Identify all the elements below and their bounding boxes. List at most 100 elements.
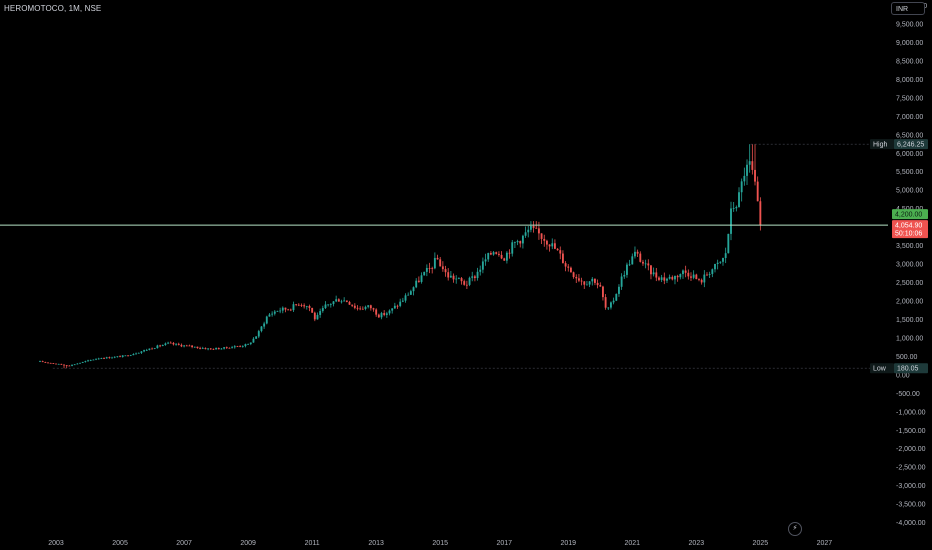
- candle: [748, 144, 751, 173]
- candle: [116, 356, 119, 358]
- candle: [337, 298, 340, 302]
- candle: [754, 144, 756, 186]
- y-tick-label: 1,500.00: [896, 317, 923, 324]
- candle: [65, 364, 68, 369]
- symbol-title[interactable]: HEROMOTOCO, 1M, NSE: [4, 4, 102, 13]
- svg-text:180.05: 180.05: [897, 366, 919, 373]
- candle: [511, 239, 514, 257]
- candle: [108, 356, 111, 359]
- candle: [561, 250, 564, 264]
- candle: [743, 167, 746, 186]
- candle: [63, 364, 65, 369]
- candle: [700, 278, 703, 285]
- candle: [319, 308, 322, 318]
- candle: [276, 310, 279, 312]
- candle: [594, 278, 596, 286]
- candle: [692, 270, 695, 280]
- candle: [751, 144, 754, 175]
- candle: [476, 267, 479, 281]
- x-tick-label: 2027: [817, 540, 833, 547]
- candle: [361, 306, 364, 310]
- candle: [241, 345, 244, 348]
- candle: [249, 342, 252, 346]
- candle: [268, 312, 271, 317]
- y-tick-label: 500.00: [896, 354, 918, 361]
- candle: [652, 267, 655, 277]
- candle: [532, 221, 535, 233]
- candle: [513, 241, 516, 248]
- candle: [161, 344, 164, 347]
- candle: [423, 271, 426, 276]
- candle: [316, 312, 319, 320]
- candle: [412, 286, 415, 296]
- candle: [492, 250, 495, 256]
- candle: [716, 259, 719, 270]
- candle: [695, 273, 698, 280]
- candle: [500, 251, 503, 260]
- y-tick-label: 1,000.00: [896, 335, 923, 342]
- candle: [353, 303, 356, 310]
- candle: [231, 345, 234, 349]
- candle: [679, 273, 682, 280]
- candle: [612, 297, 615, 305]
- candle: [207, 348, 210, 351]
- candle: [372, 307, 375, 312]
- candle: [127, 355, 129, 357]
- candle: [503, 257, 506, 261]
- candle: [620, 273, 623, 290]
- candle: [196, 346, 199, 349]
- candle: [431, 266, 434, 274]
- candle: [97, 357, 100, 360]
- candle: [497, 251, 500, 257]
- candle: [746, 159, 748, 186]
- candle: [300, 303, 303, 308]
- svg-text:6,246.25: 6,246.25: [897, 142, 924, 149]
- candle: [537, 221, 540, 240]
- candle: [265, 315, 268, 325]
- candle: [516, 239, 519, 246]
- candle: [684, 265, 687, 278]
- candle: [591, 277, 594, 286]
- x-tick-label: 2011: [305, 540, 320, 547]
- currency-button[interactable]: INR: [891, 2, 925, 15]
- candle: [95, 358, 97, 361]
- candle: [39, 360, 41, 363]
- candle: [209, 348, 212, 350]
- x-tick-label: 2013: [368, 540, 384, 547]
- candle: [607, 307, 610, 310]
- candle: [92, 359, 95, 361]
- price-axis[interactable]: 10,000.009,500.009,000.008,500.008,000.0…: [896, 3, 927, 527]
- candle: [193, 346, 196, 348]
- lightning-icon[interactable]: ⚡: [788, 522, 802, 536]
- candle: [727, 233, 730, 254]
- candle: [540, 233, 543, 245]
- candle: [495, 251, 498, 255]
- x-tick-label: 2023: [689, 540, 705, 547]
- candle: [407, 292, 410, 296]
- current-price-tag: 4,054.90: [892, 220, 928, 231]
- candle: [556, 248, 559, 251]
- high-value-tag: 6,246.25: [894, 139, 928, 150]
- candle: [452, 273, 455, 283]
- candle: [388, 309, 391, 316]
- candle: [417, 276, 420, 283]
- candle: [449, 271, 452, 278]
- candle: [719, 261, 722, 264]
- candle: [135, 352, 137, 355]
- candle: [521, 234, 524, 249]
- candle: [575, 274, 578, 284]
- candle: [220, 348, 223, 350]
- svg-text:High: High: [873, 142, 888, 149]
- y-tick-label: 6,500.00: [896, 132, 923, 139]
- candle: [634, 246, 636, 259]
- candle: [369, 304, 372, 311]
- candle: [505, 251, 508, 264]
- candle: [295, 304, 298, 307]
- candle: [714, 263, 716, 273]
- y-tick-label: 9,500.00: [896, 22, 923, 29]
- y-tick-label: -3,500.00: [896, 502, 926, 509]
- candle: [55, 363, 57, 365]
- time-axis[interactable]: 2003 2005 2007 2009 2011 2013 2015 2017 2019 2021…: [48, 540, 832, 547]
- y-tick-label: 2,500.00: [896, 280, 923, 287]
